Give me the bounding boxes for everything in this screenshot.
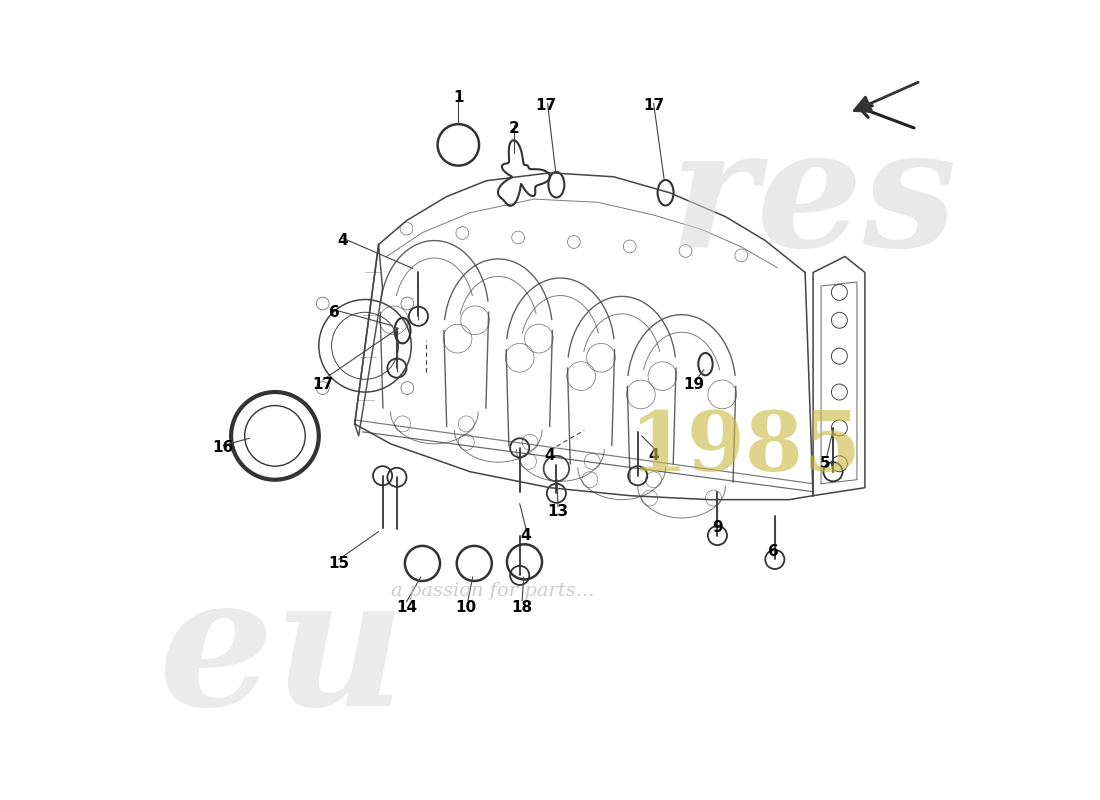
Text: 4: 4	[544, 448, 556, 463]
Text: 10: 10	[455, 600, 477, 614]
Text: 19: 19	[683, 377, 704, 391]
Text: 16: 16	[212, 440, 234, 455]
Text: res: res	[670, 120, 957, 282]
Text: 2: 2	[508, 122, 519, 137]
Text: 4: 4	[338, 233, 348, 248]
Text: 6: 6	[329, 305, 340, 320]
Text: 6: 6	[768, 544, 779, 559]
Text: 1985: 1985	[629, 408, 861, 488]
Text: 9: 9	[712, 520, 723, 535]
Text: 1: 1	[453, 90, 463, 105]
Text: a passion for parts...: a passion for parts...	[390, 582, 594, 600]
Text: 4: 4	[648, 448, 659, 463]
Text: 15: 15	[328, 556, 350, 571]
Text: 17: 17	[312, 377, 333, 391]
Text: 4: 4	[520, 528, 531, 543]
Text: 5: 5	[820, 456, 830, 471]
Text: eu: eu	[160, 567, 406, 743]
Text: 14: 14	[396, 600, 417, 614]
Text: 17: 17	[536, 98, 557, 113]
Text: 18: 18	[512, 600, 532, 614]
Text: 13: 13	[548, 504, 569, 519]
Text: 17: 17	[644, 98, 664, 113]
